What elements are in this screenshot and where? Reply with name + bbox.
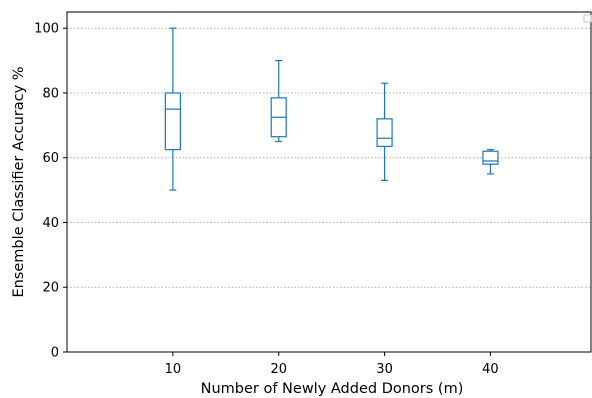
x-axis: 10 20 30 40 — [165, 352, 499, 377]
y-tick-label: 80 — [42, 86, 59, 101]
y-axis-label: Ensemble Classifier Accuracy % — [11, 66, 27, 297]
box-iqr — [376, 118, 393, 147]
y-tick-label: 0 — [51, 346, 59, 361]
y-tick-label: 60 — [42, 151, 59, 166]
box-series — [164, 27, 499, 191]
y-tick-label: 40 — [42, 216, 59, 231]
box-iqr — [164, 92, 181, 151]
legend-box — [583, 14, 592, 23]
y-tick-label: 100 — [34, 22, 59, 37]
x-tick-label: 40 — [482, 362, 499, 377]
box-iqr — [482, 150, 499, 165]
box-10 — [164, 27, 181, 191]
x-tick-label: 30 — [376, 362, 393, 377]
x-tick-label: 10 — [165, 362, 182, 377]
grid-lines — [67, 27, 591, 353]
y-axis: 0 20 40 60 80 100 — [34, 22, 67, 361]
x-axis-label: Number of Newly Added Donors (m) — [201, 381, 464, 397]
plot-frame — [66, 11, 592, 353]
y-tick-label: 20 — [42, 281, 59, 296]
box-40 — [482, 149, 499, 175]
box-30 — [376, 82, 393, 181]
box-20 — [270, 59, 287, 143]
x-tick-label: 20 — [270, 362, 287, 377]
